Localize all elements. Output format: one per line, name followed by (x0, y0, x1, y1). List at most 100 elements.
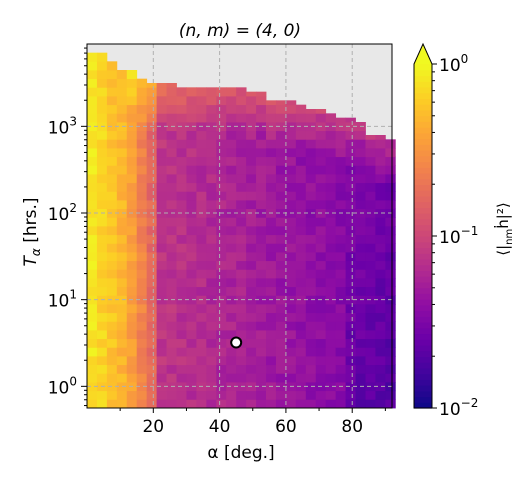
heatmap-cell (285, 182, 297, 192)
heatmap-cell (385, 312, 396, 322)
heatmap-cell (106, 226, 118, 236)
heatmap-cell (266, 338, 277, 348)
heatmap-cell (385, 338, 396, 348)
heatmap-cell (335, 200, 346, 210)
heatmap-cell (146, 200, 158, 210)
heatmap-cell (325, 208, 337, 218)
heatmap-cell (156, 104, 167, 114)
colorbar-segment (414, 339, 432, 346)
heatmap-cell (355, 304, 366, 314)
heatmap-cell (266, 252, 277, 262)
heatmap-cell (116, 165, 128, 175)
chart-title: (n, m) = (4, 0) (179, 21, 301, 41)
heatmap-cell (325, 399, 337, 409)
heatmap-cell (246, 182, 257, 192)
heatmap-cell (335, 278, 346, 288)
heatmap-cell (186, 390, 197, 400)
heatmap-cell (106, 87, 118, 97)
heatmap-cell (166, 338, 177, 348)
heatmap-cell (146, 286, 158, 296)
heatmap-cell (305, 356, 317, 366)
heatmap-cell (275, 243, 287, 253)
colorbar-segment (414, 258, 432, 266)
heatmap-cell (375, 234, 386, 244)
heatmap-cell (305, 208, 317, 218)
heatmap-cell (87, 130, 98, 140)
heatmap-cell (345, 373, 356, 383)
heatmap-cell (96, 52, 108, 62)
heatmap-cell (166, 148, 177, 158)
heatmap-cell (136, 130, 148, 140)
heatmap-cell (315, 321, 327, 331)
heatmap-cell (196, 338, 207, 348)
heatmap-cell (156, 208, 167, 218)
heatmap-cell (176, 87, 187, 97)
heatmap-cell (87, 61, 98, 71)
heatmap-cell (136, 139, 148, 149)
heatmap-cell (325, 130, 337, 140)
heatmap-cell (256, 269, 267, 279)
heatmap-cell (166, 113, 177, 123)
heatmap-cell (365, 191, 376, 201)
heatmap-cell (355, 234, 366, 244)
heatmap-cell (375, 226, 386, 236)
heatmap-cell (176, 399, 187, 409)
heatmap-cell (136, 382, 148, 392)
heatmap-cell (146, 148, 158, 158)
heatmap-cell (345, 165, 356, 175)
heatmap-cell (126, 321, 138, 331)
heatmap-cell (256, 321, 267, 331)
heatmap-cell (126, 113, 138, 123)
heatmap-cell (156, 139, 167, 149)
heatmap-cell (226, 312, 237, 322)
heatmap-cell (236, 87, 247, 97)
heatmap-cell (295, 234, 307, 244)
heatmap-cell (375, 364, 386, 374)
heatmap-cell (136, 217, 148, 227)
heatmap-cell (256, 364, 267, 374)
heatmap-cell (365, 148, 376, 158)
heatmap-cell (345, 390, 356, 400)
heatmap-cell (166, 304, 177, 314)
heatmap-cell (226, 382, 237, 392)
heatmap-cell (275, 373, 287, 383)
heatmap-cell (246, 156, 257, 166)
heatmap-cell (176, 130, 187, 140)
heatmap-cell (146, 390, 158, 400)
heatmap-cell (206, 278, 217, 288)
heatmap-cell (87, 104, 98, 114)
heatmap-cell (375, 347, 386, 357)
heatmap-cell (216, 364, 227, 374)
heatmap-cell (325, 347, 337, 357)
heatmap-cell (96, 226, 108, 236)
heatmap-cell (136, 286, 148, 296)
heatmap-cell (385, 364, 396, 374)
heatmap-cell (315, 200, 327, 210)
heatmap-cell (176, 373, 187, 383)
colorbar-extend-arrow (414, 44, 432, 64)
heatmap-cell (196, 347, 207, 357)
heatmap-cell (256, 122, 267, 132)
heatmap-cell (266, 182, 277, 192)
heatmap-cell (156, 191, 167, 201)
heatmap-cell (166, 104, 177, 114)
heatmap-cell (156, 286, 167, 296)
heatmap-cell (275, 252, 287, 262)
heatmap-cell (325, 174, 337, 184)
heatmap-cell (116, 182, 128, 192)
heatmap-cell (156, 399, 167, 409)
heatmap-cell (116, 356, 128, 366)
heatmap-cell (246, 278, 257, 288)
heatmap-cell (236, 356, 247, 366)
heatmap-cell (365, 364, 376, 374)
heatmap-cell (156, 278, 167, 288)
heatmap-cell (206, 96, 217, 106)
heatmap-cell (206, 330, 217, 340)
heatmap-cell (216, 321, 227, 331)
heatmap-cell (166, 312, 177, 322)
heatmap-cell (275, 286, 287, 296)
heatmap-cell (256, 338, 267, 348)
heatmap-cell (156, 165, 167, 175)
heatmap-cell (305, 182, 317, 192)
heatmap-cell (186, 96, 197, 106)
